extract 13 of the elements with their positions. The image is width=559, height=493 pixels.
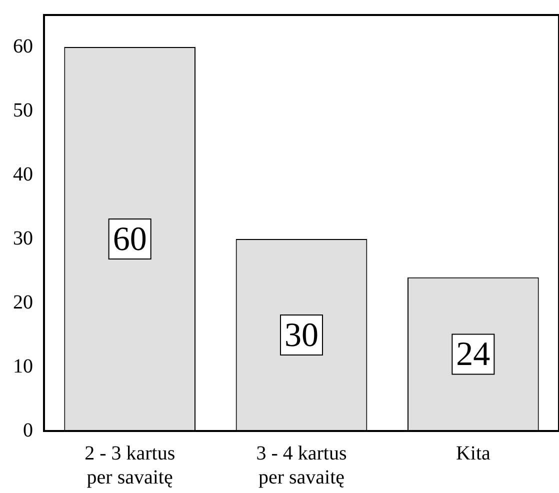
x-tick-label: Kita (456, 442, 491, 464)
y-tick-label: 10 (13, 355, 33, 378)
x-tick-label: 2 - 3 kartus per savaitę (84, 442, 176, 488)
y-tick-label: 40 (13, 163, 33, 186)
x-tick-label: 3 - 4 kartus per savaitę (256, 442, 347, 488)
y-tick-label: 50 (13, 99, 33, 122)
data-label: 60 (112, 220, 147, 258)
y-tick-label: 60 (13, 35, 33, 58)
y-tick-label: 0 (23, 419, 33, 442)
data-label: 30 (284, 316, 318, 354)
data-label: 24 (456, 336, 490, 374)
y-tick-label: 20 (13, 291, 33, 314)
y-tick-label: 30 (13, 227, 33, 250)
